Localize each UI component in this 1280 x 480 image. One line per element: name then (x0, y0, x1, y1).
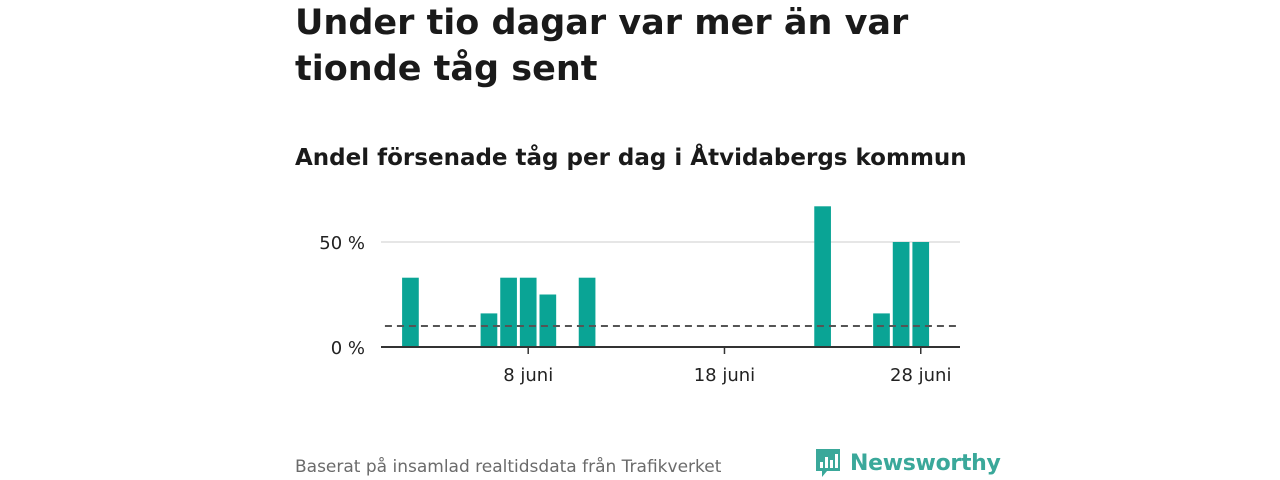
bar (480, 313, 498, 347)
bar (539, 294, 557, 347)
source-note: Baserat på insamlad realtidsdata från Tr… (295, 457, 722, 477)
newsworthy-logo-icon (816, 449, 840, 477)
bar (814, 206, 831, 347)
x-tick-label: 8 juni (503, 365, 553, 386)
axes (381, 346, 960, 354)
x-tick-label: 18 juni (694, 365, 755, 386)
bars (402, 206, 930, 347)
bar (578, 277, 596, 347)
brand-name: Newsworthy (850, 450, 1001, 476)
x-tick-label: 28 juni (890, 365, 951, 386)
y-tick-label: 0 % (331, 338, 365, 359)
bar (873, 313, 890, 347)
bar (519, 277, 537, 347)
bar (912, 242, 930, 347)
chart-subtitle: Andel försenade tåg per dag i Åtvidaberg… (295, 145, 967, 171)
chart-title: Under tio dagar var mer än var tionde tå… (295, 3, 909, 89)
bar (500, 277, 517, 347)
bar (892, 242, 910, 347)
y-tick-label: 50 % (319, 233, 365, 254)
tick-labels: 0 % 50 % 8 juni 18 juni 28 juni (319, 233, 951, 386)
bar (402, 277, 419, 347)
brand-logo: Newsworthy (814, 447, 1001, 479)
